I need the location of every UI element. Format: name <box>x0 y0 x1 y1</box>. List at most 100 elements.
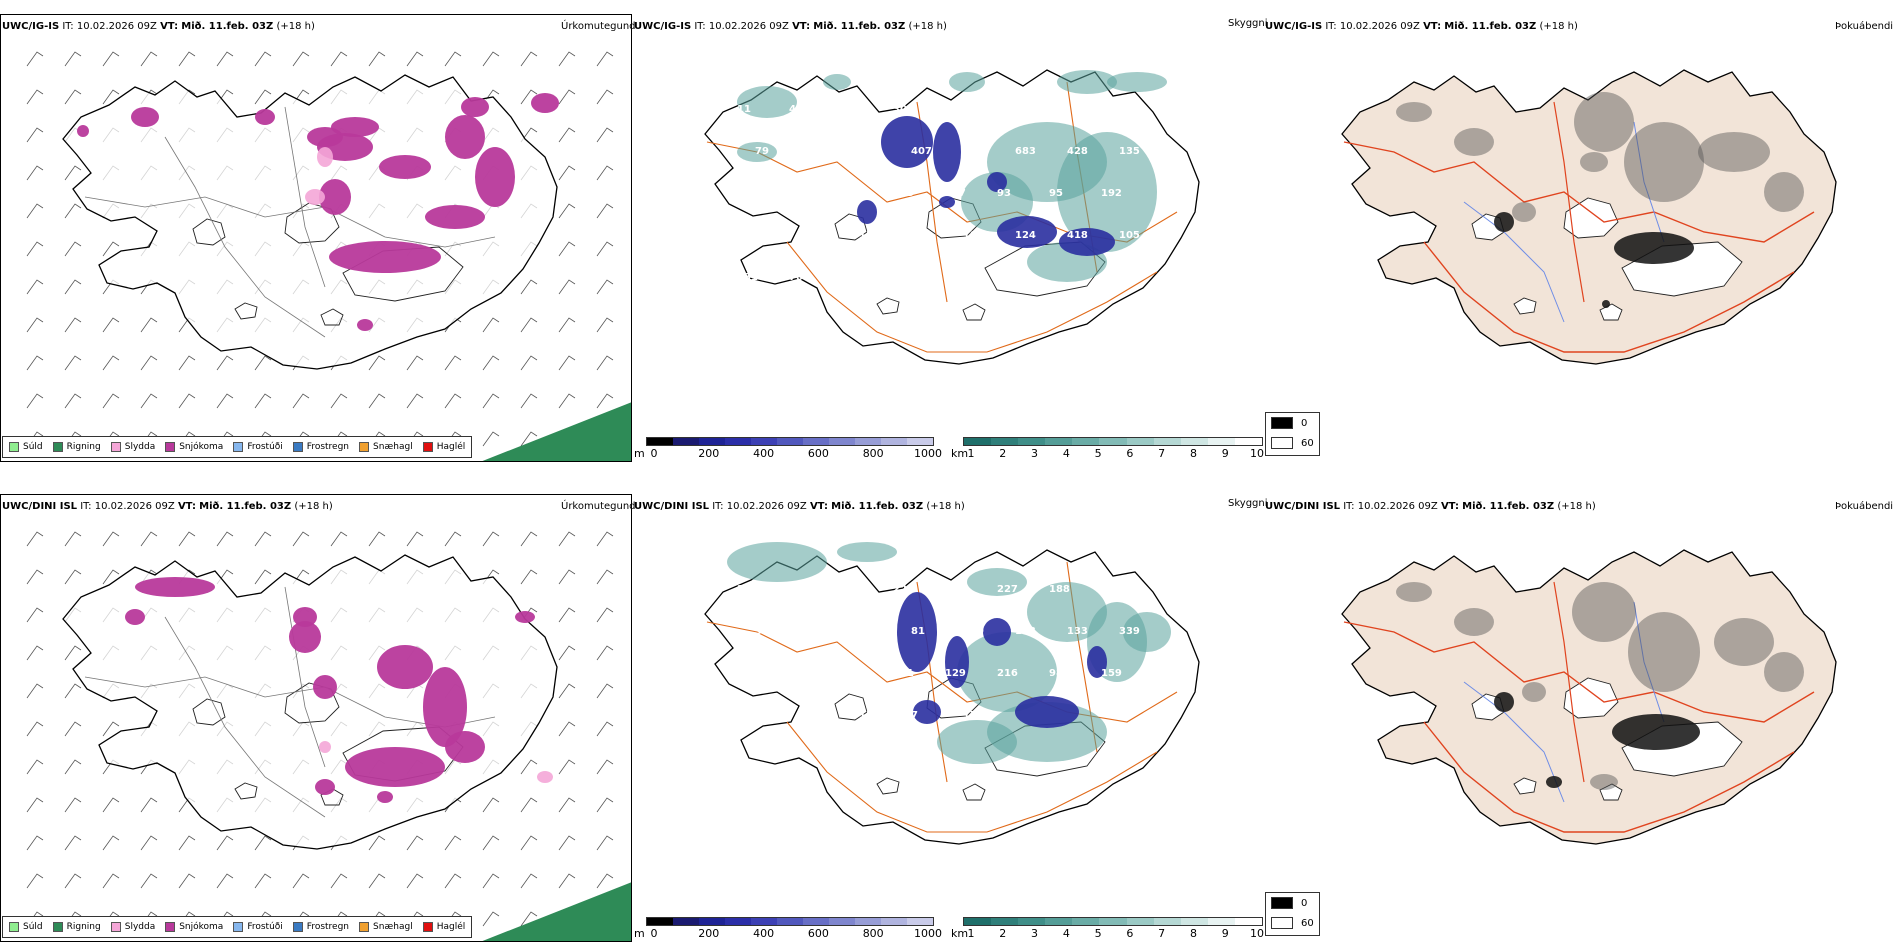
field-patch <box>131 107 159 127</box>
wind-barb <box>444 873 462 889</box>
field-patch <box>1396 582 1432 602</box>
legend-swatch <box>9 922 19 932</box>
colorbar-tick-label: 800 <box>862 927 884 940</box>
legend-label: Frostúði <box>247 442 283 452</box>
glacier-outline <box>1513 297 1537 315</box>
wind-barb <box>482 911 500 927</box>
legend-item: Súld <box>9 922 43 932</box>
cloud-base-value: 99 <box>841 188 855 199</box>
legend-label: Snæhagl <box>373 442 413 452</box>
colorbar-segment <box>777 918 803 925</box>
glacier-outline <box>234 302 258 320</box>
field-patch <box>1059 228 1115 256</box>
colorbar-segment <box>1180 438 1208 445</box>
product-title: Skyggni <box>1228 498 1268 509</box>
cloud-base-value: 17 <box>963 710 977 721</box>
wind-barb <box>520 911 538 927</box>
wind-barb <box>596 721 614 737</box>
product-title: Þokuábendi <box>1835 501 1894 512</box>
legend-label: Slydda <box>124 442 156 452</box>
wind-barb <box>520 797 538 813</box>
legend-swatch <box>52 922 63 932</box>
colorbar-segment <box>777 438 803 445</box>
field-patch <box>1454 128 1494 156</box>
init-label: IT: <box>1343 501 1355 512</box>
lead-time: (+18 h) <box>276 21 315 32</box>
wind-barb <box>520 835 538 851</box>
field-patch <box>293 607 317 627</box>
colorbar-strip <box>646 917 934 926</box>
cloud-base-visibility-map-row2: 219 54 443 224 212 227 188 286 352 274 92 81 110 113 1… <box>632 492 1264 942</box>
wind-barb <box>558 127 576 143</box>
wind-barb <box>406 355 424 371</box>
cloud-base-value: 407 <box>911 146 932 157</box>
cloud-base-value: 673 <box>893 188 914 199</box>
legend-swatch <box>165 922 176 932</box>
iceland-map <box>62 554 558 850</box>
precip-map-canvas <box>26 531 632 942</box>
fog-high-swatch <box>1271 897 1293 909</box>
cloud-base-value: 227 <box>997 584 1018 595</box>
field-patch <box>1027 582 1107 642</box>
wind-barb <box>64 721 82 737</box>
colorbar-tick-label: 2 <box>999 447 1007 460</box>
wind-barb <box>254 89 272 105</box>
lead-time: (+18 h) <box>294 501 333 512</box>
wind-barb <box>520 569 538 585</box>
wind-barb <box>596 279 614 295</box>
wind-barb <box>558 165 576 181</box>
wind-barb <box>140 393 158 409</box>
cloud-base-value: 92 <box>859 626 873 637</box>
wind-barb <box>558 759 576 775</box>
cloud-base-labels: 11 48 17 305 40 91 73 80 79 71 8 407 633 683 428 135 87 6… <box>737 104 1140 283</box>
field-patch <box>1396 102 1432 122</box>
cloud-base-value: 352 <box>755 626 776 637</box>
field-patch <box>1512 202 1536 222</box>
network-line <box>1423 241 1795 353</box>
wind-barb <box>596 127 614 143</box>
iceland-map <box>1341 69 1837 365</box>
cloud-base-value: 139 <box>859 230 880 241</box>
fog-map-canvas <box>1341 69 1837 365</box>
valid-time: Mið. 11.feb. 03Z <box>813 21 906 32</box>
fog-low-value: 60 <box>1301 917 1314 929</box>
legend-item: Frostregn <box>292 442 349 452</box>
cloud-base-value: 274 <box>807 626 828 637</box>
fog-legend: 0 60 <box>1265 892 1320 936</box>
colorbar-segment <box>1126 918 1154 925</box>
wind-barb <box>254 835 272 851</box>
colorbar-segment <box>1207 918 1235 925</box>
field-patch <box>1590 774 1618 790</box>
colorbar-tick-label: 3 <box>1031 927 1039 940</box>
colorbar-segment <box>881 438 907 445</box>
wind-barb <box>26 873 44 889</box>
colorbar-segment <box>751 438 777 445</box>
cloud-map-canvas: 219 54 443 224 212 227 188 286 352 274 92 81 110 113 1… <box>704 542 1200 845</box>
wind-barb <box>558 683 576 699</box>
fog-high-value: 0 <box>1301 417 1308 429</box>
field-patch <box>1057 132 1157 252</box>
cloud-base-value: 11 <box>737 104 751 115</box>
field-patch <box>345 747 445 787</box>
wind-barb <box>26 89 44 105</box>
legend-item: Snæhagl <box>359 922 413 932</box>
cloud-base-value: 129 <box>945 668 966 679</box>
wind-barb <box>596 165 614 181</box>
colorbar-segment <box>1153 438 1181 445</box>
wind-barb <box>26 165 44 181</box>
cloud-base-value: 192 <box>1101 188 1122 199</box>
legend-item: Frostregn <box>292 922 349 932</box>
valid-label: VT: <box>177 501 196 512</box>
colorbar-segment <box>725 918 751 925</box>
cloud-base-value: 188 <box>1049 584 1070 595</box>
init-time: 10.02.2026 09Z <box>76 21 157 32</box>
field-patch <box>317 147 333 167</box>
colorbar-unit: km <box>951 447 969 460</box>
wind-barb <box>102 721 120 737</box>
colorbar-segment <box>1126 438 1154 445</box>
model-name: UWC/IG-IS <box>1265 21 1323 32</box>
wind-barb <box>596 51 614 67</box>
colorbar-tick-label: 6 <box>1126 447 1134 460</box>
wind-barb <box>596 797 614 813</box>
wind-barb <box>64 279 82 295</box>
